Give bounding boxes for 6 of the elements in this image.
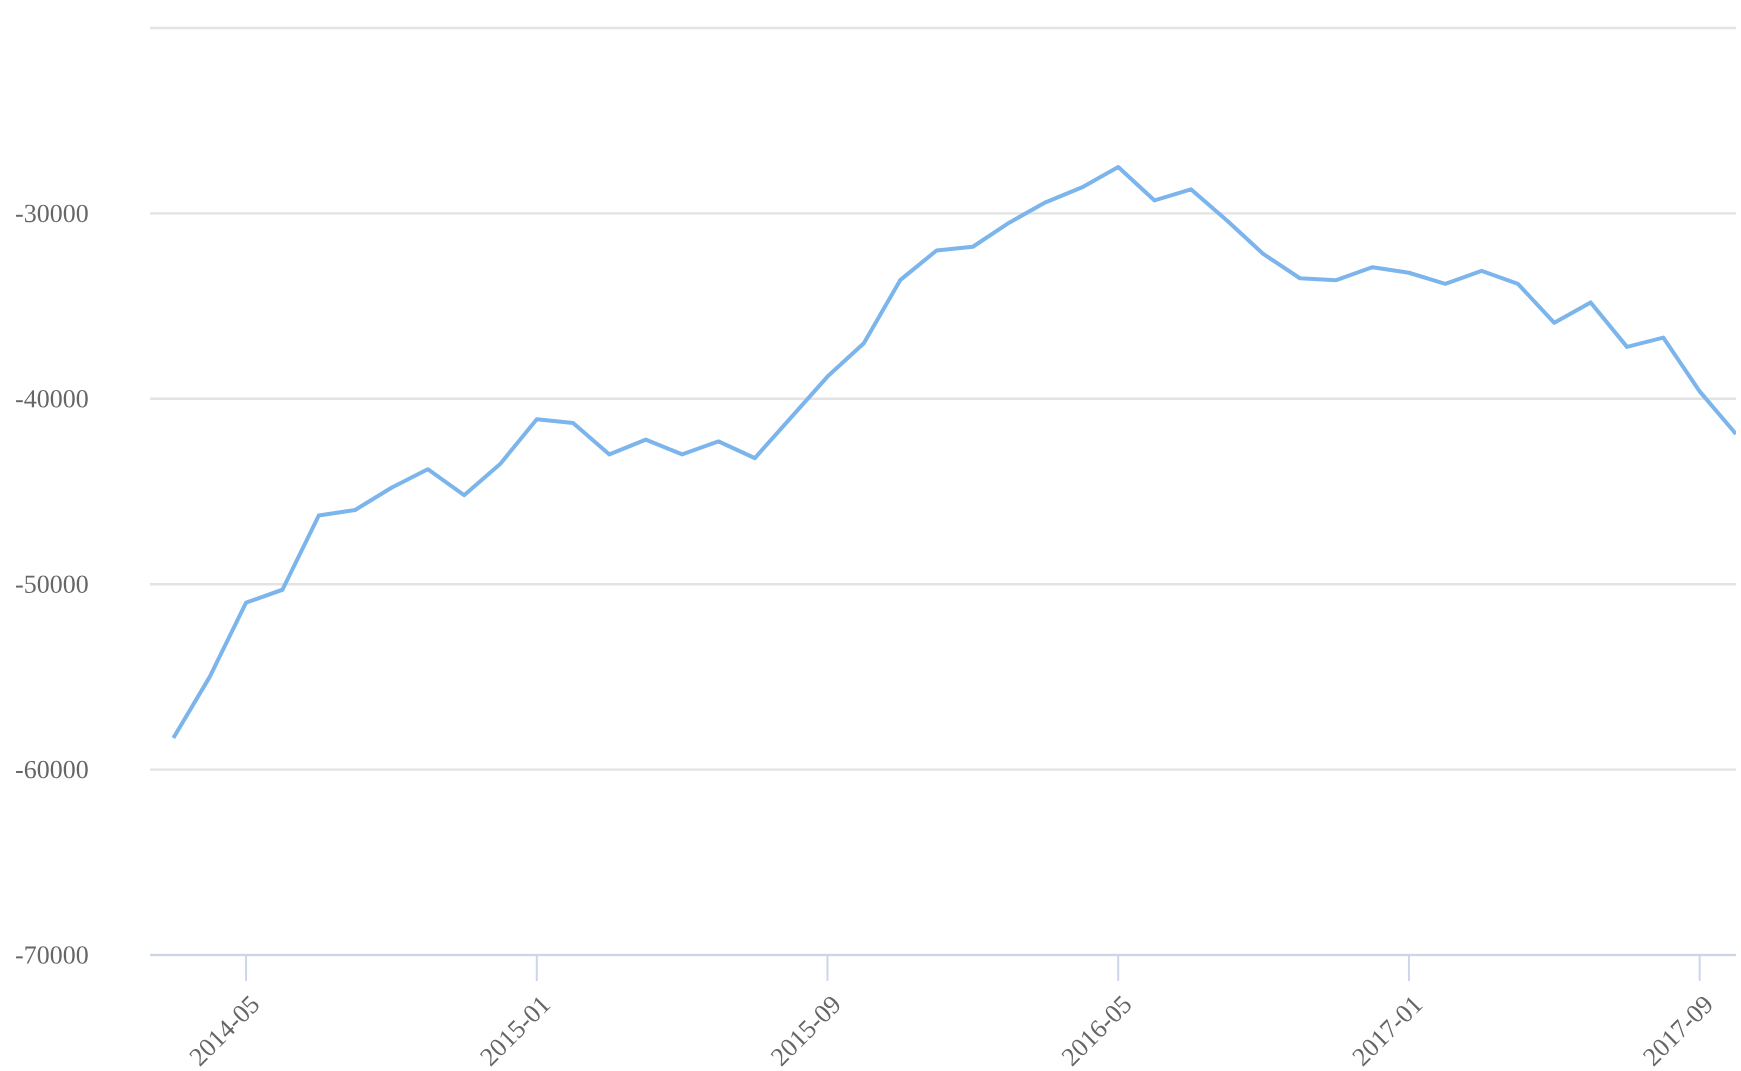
y-tick-label: -70000 <box>16 946 88 964</box>
y-tick-label: -50000 <box>16 575 88 593</box>
y-tick-label: -30000 <box>16 204 88 223</box>
y-tick-label: -40000 <box>16 390 88 408</box>
line-series <box>171 165 1736 741</box>
y-tick-label: -60000 <box>16 760 88 779</box>
